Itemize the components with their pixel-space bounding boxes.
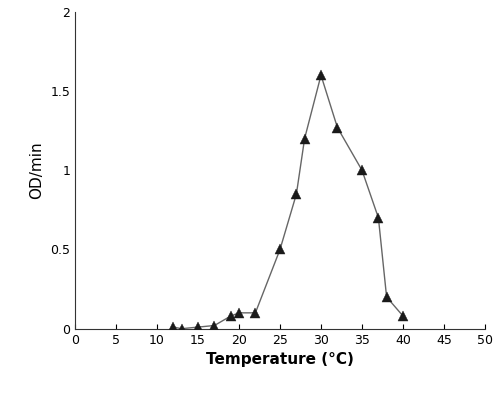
- X-axis label: Temperature (°C): Temperature (°C): [206, 352, 354, 367]
- Y-axis label: OD/min: OD/min: [30, 141, 44, 199]
